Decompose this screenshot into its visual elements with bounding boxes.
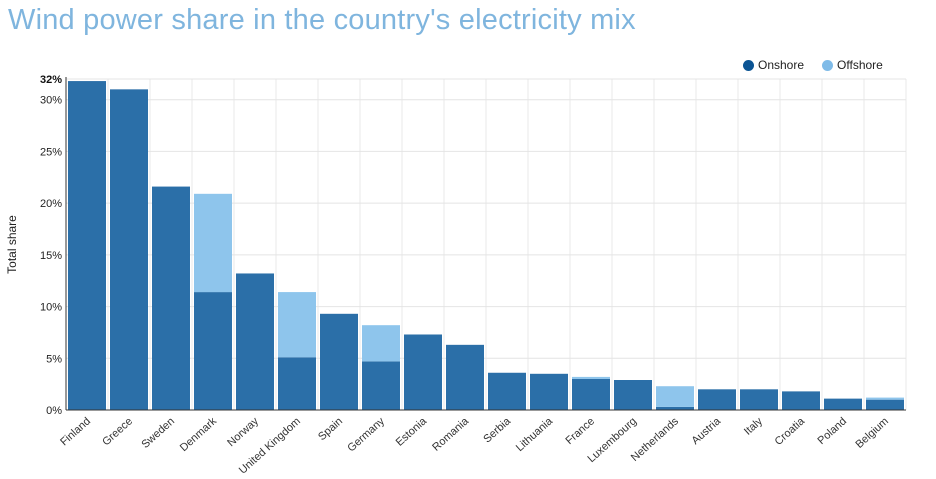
chart-legend: Onshore Offshore — [743, 58, 901, 72]
x-tick-label: Greece — [100, 415, 135, 448]
bar-offshore-united-kingdom[interactable] — [278, 292, 316, 358]
bar-onshore-france[interactable] — [572, 378, 610, 410]
x-tick-label: Sweden — [139, 415, 177, 451]
legend-label-offshore: Offshore — [837, 58, 883, 72]
bar-offshore-france[interactable] — [572, 376, 610, 379]
bar-onshore-croatia[interactable] — [782, 391, 820, 410]
y-tick-label: 5% — [46, 353, 62, 365]
bar-onshore-luxembourg[interactable] — [614, 380, 652, 410]
legend-marker-onshore — [743, 59, 754, 71]
bar-onshore-denmark[interactable] — [194, 292, 232, 410]
bar-onshore-norway[interactable] — [236, 273, 274, 410]
x-tick-label: France — [564, 415, 597, 447]
x-tick-label: Estonia — [394, 415, 430, 449]
bar-onshore-italy[interactable] — [740, 389, 778, 410]
y-tick-label: 30% — [40, 95, 62, 107]
legend-label-onshore: Onshore — [758, 58, 805, 72]
bar-onshore-lithuania[interactable] — [530, 373, 568, 410]
x-tick-label: Denmark — [178, 415, 220, 454]
bar-onshore-poland[interactable] — [824, 398, 862, 410]
bar-offshore-belgium[interactable] — [866, 397, 904, 400]
bar-onshore-belgium[interactable] — [866, 399, 904, 410]
bar-offshore-denmark[interactable] — [194, 193, 232, 293]
x-tick-label: Poland — [816, 415, 849, 447]
bar-onshore-spain[interactable] — [320, 313, 358, 410]
x-tick-label: Lithuania — [514, 415, 556, 454]
bar-offshore-germany[interactable] — [362, 325, 400, 362]
y-tick-label: 10% — [40, 302, 62, 314]
x-tick-label: Austria — [690, 415, 724, 447]
x-tick-label: Norway — [225, 415, 261, 449]
x-tick-label: Belgium — [853, 415, 891, 451]
x-tick-label: Finland — [58, 415, 93, 448]
bar-onshore-austria[interactable] — [698, 389, 736, 410]
bar-onshore-germany[interactable] — [362, 361, 400, 410]
bar-onshore-united-kingdom[interactable] — [278, 357, 316, 410]
legend-marker-offshore — [822, 59, 834, 71]
x-tick-label: Germany — [345, 415, 387, 455]
y-tick-label: 15% — [40, 250, 62, 262]
legend-item-offshore[interactable]: Offshore — [822, 58, 883, 72]
y-tick-label: 25% — [40, 146, 62, 158]
x-tick-label: Serbia — [481, 415, 513, 446]
x-tick-label: Romania — [430, 415, 471, 454]
y-max-label: 32% — [40, 74, 62, 86]
x-tick-label: Croatia — [773, 415, 808, 448]
y-tick-label: 20% — [40, 198, 62, 210]
chart-title: Wind power share in the country's electr… — [8, 4, 636, 36]
bar-onshore-estonia[interactable] — [404, 334, 442, 410]
bar-onshore-netherlands[interactable] — [656, 406, 694, 410]
bar-onshore-greece[interactable] — [110, 89, 148, 410]
y-tick-label: 0% — [46, 405, 62, 417]
bar-onshore-serbia[interactable] — [488, 372, 526, 410]
bar-onshore-finland[interactable] — [68, 81, 106, 410]
x-tick-label: Italy — [742, 415, 765, 438]
bar-offshore-netherlands[interactable] — [656, 386, 694, 407]
y-axis-label: Total share — [5, 215, 19, 274]
bar-onshore-sweden[interactable] — [152, 186, 190, 410]
legend-item-onshore[interactable]: Onshore — [743, 58, 804, 72]
bar-onshore-romania[interactable] — [446, 344, 484, 410]
x-tick-label: Spain — [316, 415, 345, 443]
